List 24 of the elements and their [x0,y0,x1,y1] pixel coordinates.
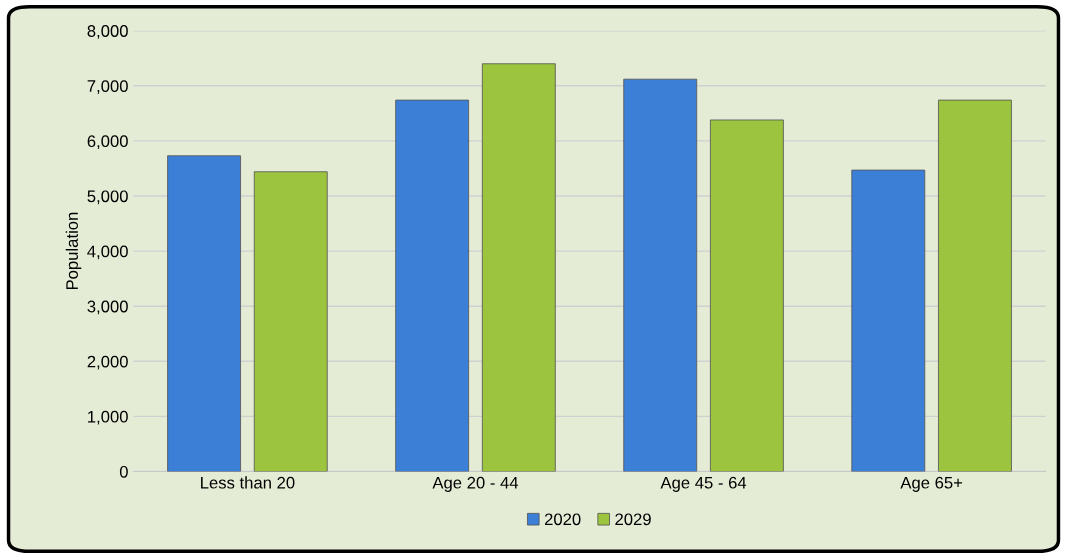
bar [395,99,470,472]
y-tick-label: 4,000 [87,245,128,260]
y-tick-label: 3,000 [87,300,128,315]
legend-label: 2020 [544,513,581,526]
bar [709,119,784,472]
bar [623,78,698,472]
bar [938,99,1012,472]
bar [253,171,328,472]
y-tick-label: 6,000 [87,135,128,150]
y-tick-label: 1,000 [88,410,128,425]
y-tick-label: 7,000 [87,80,128,94]
bar [851,169,926,472]
x-tick-label: Age 20 - 44 [432,476,519,492]
y-tick-label: 8,000 [87,25,128,39]
x-tick-label: Less than 20 [201,476,295,489]
y-tick-label: 0 [119,465,128,478]
y-tick-label: 5,000 [87,190,128,205]
y-axis-title: Population [65,212,82,290]
x-tick-label: Age 45 - 64 [660,476,747,492]
bar [167,155,241,472]
y-tick-label: 2,000 [87,355,128,370]
bar [481,63,556,472]
legend-label: 2029 [615,513,651,526]
x-tick-label: Age 65+ [900,476,963,492]
